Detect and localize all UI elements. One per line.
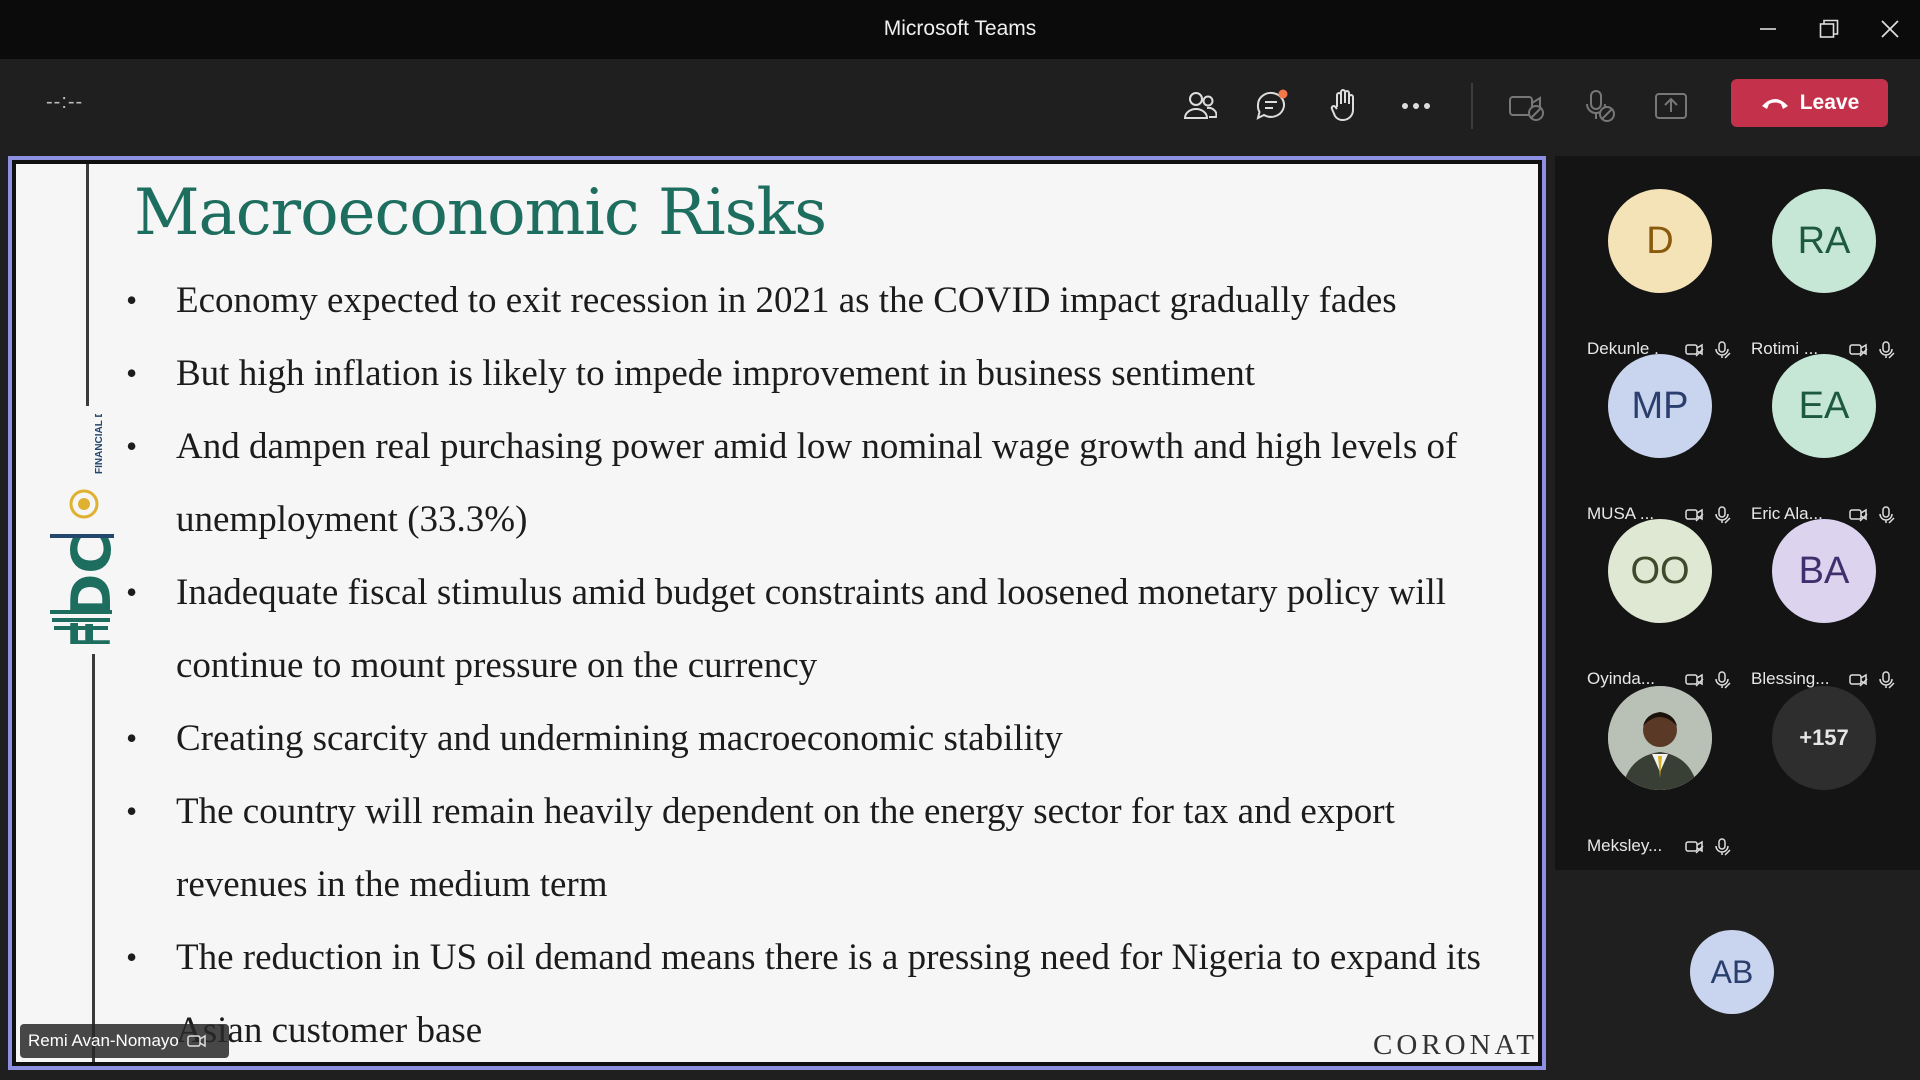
status-icons bbox=[1849, 341, 1895, 359]
logo-text: FDC bbox=[60, 534, 123, 644]
participant-tile[interactable]: RA Rotimi ... bbox=[1745, 189, 1905, 359]
more-icon bbox=[1402, 103, 1430, 109]
slide-bullet: Inadequate fiscal stimulus amid budget c… bbox=[126, 556, 1526, 702]
hang-up-icon bbox=[1761, 99, 1788, 109]
slide-divider-line-top bbox=[86, 164, 89, 406]
title-bar: Microsoft Teams bbox=[0, 0, 1920, 59]
participant-name: Rotimi ... bbox=[1751, 339, 1819, 358]
participant-tile[interactable]: BA Blessing... bbox=[1745, 519, 1905, 689]
mic-toggle-button[interactable] bbox=[1576, 83, 1622, 129]
participant-tile[interactable]: MP MUSA ... bbox=[1581, 354, 1741, 524]
people-icon bbox=[1183, 92, 1217, 119]
camera-off-icon bbox=[1849, 673, 1868, 687]
meeting-toolbar: --:-- bbox=[0, 59, 1920, 151]
shared-slide: FINANCIAL DERIVATIVES COMPANY FDC Macroe… bbox=[16, 164, 1538, 1062]
more-actions-button[interactable] bbox=[1393, 83, 1439, 129]
leave-label: Leave bbox=[1799, 91, 1860, 114]
restore-button[interactable] bbox=[1805, 11, 1853, 47]
camera-off-icon bbox=[1849, 508, 1868, 522]
camera-off-icon bbox=[1685, 508, 1704, 522]
camera-off-icon bbox=[1849, 343, 1868, 357]
minimize-icon bbox=[1760, 28, 1776, 30]
status-icons bbox=[1685, 838, 1731, 856]
restore-icon bbox=[1819, 19, 1839, 38]
mic-off-icon bbox=[1715, 341, 1731, 359]
mic-off-icon bbox=[1879, 671, 1895, 689]
participant-name: MUSA ... bbox=[1587, 504, 1655, 523]
avatar-photo bbox=[1608, 686, 1712, 790]
avatar: D bbox=[1608, 189, 1712, 293]
camera-off-icon bbox=[1685, 840, 1704, 854]
chat-button[interactable] bbox=[1249, 83, 1295, 129]
self-view-area: AB bbox=[1555, 870, 1920, 1070]
slide-footer-brand: CORONAT bbox=[1373, 1029, 1538, 1061]
mic-off-icon bbox=[1879, 506, 1895, 524]
avatar: BA bbox=[1772, 519, 1876, 623]
participant-name: Eric Ala... bbox=[1751, 504, 1823, 523]
fdc-logo: FINANCIAL DERIVATIVES COMPANY FDC bbox=[42, 299, 132, 655]
close-icon bbox=[1881, 20, 1899, 38]
avatar: OO bbox=[1608, 519, 1712, 623]
participant-name: Oyinda... bbox=[1587, 669, 1656, 688]
hand-icon bbox=[1330, 89, 1354, 121]
participants-button[interactable] bbox=[1177, 83, 1223, 129]
status-icons bbox=[1849, 506, 1895, 524]
minimize-button[interactable] bbox=[1744, 11, 1792, 47]
share-screen-button[interactable] bbox=[1648, 83, 1694, 129]
raise-hand-button[interactable] bbox=[1321, 83, 1367, 129]
presenter-name: Remi Avan-Nomayo bbox=[28, 1031, 179, 1050]
camera-off-icon bbox=[1685, 343, 1704, 357]
mic-off-icon bbox=[1715, 838, 1731, 856]
avatar: RA bbox=[1772, 189, 1876, 293]
participant-name: Blessing... bbox=[1751, 669, 1830, 688]
self-avatar[interactable]: AB bbox=[1690, 930, 1774, 1014]
mic-off-icon bbox=[1715, 506, 1731, 524]
logo-subtext: FINANCIAL DERIVATIVES COMPANY bbox=[94, 414, 105, 474]
participant-tile[interactable]: OO Oyinda... bbox=[1581, 519, 1741, 689]
camera-toggle-button[interactable] bbox=[1504, 83, 1550, 129]
slide-bullet: The country will remain heavily dependen… bbox=[126, 775, 1526, 921]
participants-panel: D Dekunle . RA Rotimi ... MP MUSA ... EA… bbox=[1555, 156, 1920, 870]
participant-tile[interactable]: D Dekunle . bbox=[1581, 189, 1741, 359]
person-photo-icon bbox=[1608, 686, 1712, 790]
mic-off-icon bbox=[1879, 341, 1895, 359]
overflow-count-badge: +157 bbox=[1772, 686, 1876, 790]
close-button[interactable] bbox=[1866, 11, 1914, 47]
slide-bullet: Economy expected to exit recession in 20… bbox=[126, 264, 1526, 337]
camera-off-icon bbox=[1685, 673, 1704, 687]
slide-bullet: Creating scarcity and undermining macroe… bbox=[126, 702, 1526, 775]
status-icons bbox=[1685, 341, 1731, 359]
status-icons bbox=[1685, 506, 1731, 524]
leave-button[interactable]: Leave bbox=[1731, 79, 1888, 127]
meeting-timer: --:-- bbox=[46, 91, 84, 113]
participant-tile[interactable]: EA Eric Ala... bbox=[1745, 354, 1905, 524]
toolbar-divider bbox=[1471, 83, 1473, 129]
slide-bullet: And dampen real purchasing power amid lo… bbox=[126, 410, 1526, 556]
presenter-name-tag: Remi Avan-Nomayo bbox=[20, 1024, 229, 1058]
slide-bullet: But high inflation is likely to impede i… bbox=[126, 337, 1526, 410]
slide-title: Macroeconomic Risks bbox=[134, 176, 827, 250]
slide-bullet: The reduction in US oil demand means the… bbox=[126, 921, 1526, 1062]
more-participants-tile[interactable]: +157 bbox=[1745, 686, 1905, 846]
slide-divider-line-bottom bbox=[92, 654, 95, 1062]
share-tray-icon bbox=[1655, 93, 1687, 119]
participant-tile[interactable]: Meksley... bbox=[1581, 686, 1741, 856]
status-icons bbox=[1685, 671, 1731, 689]
mic-off-icon bbox=[1586, 90, 1615, 122]
mic-off-icon bbox=[1715, 671, 1731, 689]
window-title: Microsoft Teams bbox=[883, 17, 1037, 40]
camera-off-icon bbox=[187, 1034, 206, 1048]
avatar: EA bbox=[1772, 354, 1876, 458]
chat-icon bbox=[1256, 89, 1288, 120]
participant-name: Dekunle . bbox=[1587, 339, 1659, 358]
participant-name: Meksley... bbox=[1587, 836, 1663, 855]
camera-off-icon bbox=[1509, 96, 1544, 121]
status-icons bbox=[1849, 671, 1895, 689]
avatar: MP bbox=[1608, 354, 1712, 458]
slide-bullet-list: Economy expected to exit recession in 20… bbox=[126, 264, 1526, 1062]
